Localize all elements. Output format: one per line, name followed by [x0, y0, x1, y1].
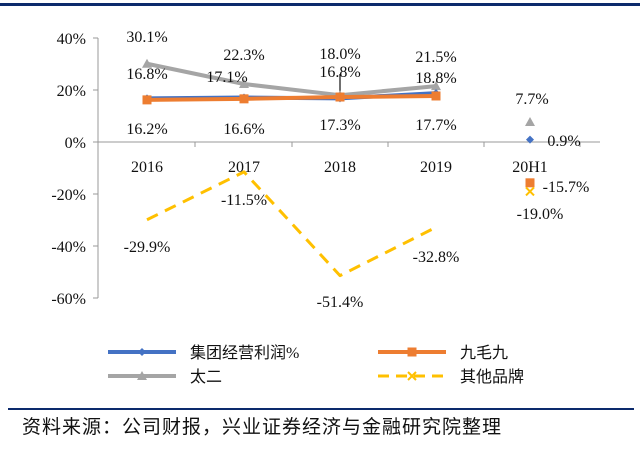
data-point-3-4 — [525, 186, 535, 197]
data-label-0-2: 16.8% — [319, 64, 360, 81]
profit-margin-chart: 40% 20% 0% -20% -40% -60% 2016 2017 2018 2019 20H1… — [51, 29, 600, 386]
series-line-1 — [146, 93, 437, 102]
data-label-2-1: 22.3% — [223, 47, 264, 64]
series-line-3 — [146, 170, 437, 278]
data-label-1-1: 16.6% — [223, 121, 264, 138]
chart-series-markers — [137, 58, 535, 381]
y-tick-label: -40% — [51, 239, 86, 256]
data-point-1-3 — [431, 91, 441, 101]
y-tick-label: 20% — [57, 83, 86, 100]
y-tick-label: -20% — [51, 187, 86, 204]
data-point-2-4 — [525, 116, 535, 126]
legend-label-3: 其他品牌 — [460, 368, 524, 386]
data-label-0-3: 18.8% — [415, 70, 456, 87]
legend-marker-3 — [407, 371, 417, 381]
legend-label-1: 九毛九 — [460, 344, 508, 362]
chart-axes: 40% 20% 0% -20% -40% -60% 2016 2017 2018 2019 20H1 — [51, 31, 600, 308]
bottom-rule — [8, 408, 634, 410]
legend-label-2: 太二 — [190, 368, 222, 386]
y-tick-label: -60% — [51, 291, 86, 308]
chart-data-labels: 16.8% 17.1% 16.8% 18.8% 0.9% 16.2% 16.6% 17.3% 1… — [124, 29, 590, 311]
data-label-2-0: 30.1% — [126, 29, 167, 46]
data-label-1-3: 17.7% — [415, 117, 456, 134]
data-point-2-0 — [142, 58, 152, 68]
data-label-1-4: -15.7% — [543, 179, 590, 196]
legend-label-0: 集团经营利润% — [190, 344, 299, 362]
data-label-3-4: -19.0% — [517, 206, 564, 223]
x-tick-label: 2017 — [228, 159, 260, 176]
series-line-2 — [146, 61, 437, 98]
data-point-1-4 — [525, 178, 535, 188]
x-tick-label: 2019 — [420, 159, 452, 176]
x-tick-label: 20H1 — [512, 159, 548, 176]
data-label-2-3: 21.5% — [415, 49, 456, 66]
top-rule — [0, 3, 640, 6]
y-tick-label: 40% — [57, 31, 86, 48]
x-tick-label: 2018 — [324, 159, 356, 176]
source-note: 资料来源：公司财报，兴业证券经济与金融研究院整理 — [22, 416, 503, 438]
data-label-1-2: 17.3% — [319, 117, 360, 134]
data-label-3-3: -32.8% — [413, 249, 460, 266]
data-label-2-2: 18.0% — [319, 46, 360, 63]
x-tick-label: 2016 — [131, 159, 163, 176]
data-point-2-1 — [239, 79, 249, 89]
data-point-2-3 — [431, 81, 441, 91]
data-label-2-4: 7.7% — [515, 91, 548, 108]
data-point-1-0 — [142, 95, 152, 105]
data-label-3-0: -29.9% — [124, 239, 171, 256]
data-label-0-0: 16.8% — [126, 66, 167, 83]
y-tick-label: 0% — [65, 135, 86, 152]
data-label-1-0: 16.2% — [126, 121, 167, 138]
data-label-3-2: -51.4% — [317, 294, 364, 311]
data-label-0-4: 0.9% — [547, 133, 580, 150]
data-label-0-1: 17.1% — [206, 69, 247, 86]
data-point-0-4 — [526, 135, 534, 144]
data-point-1-1 — [239, 94, 249, 104]
data-label-3-1: -11.5% — [221, 192, 267, 209]
data-point-1-2 — [335, 92, 345, 102]
chart-series-lines — [146, 61, 437, 278]
